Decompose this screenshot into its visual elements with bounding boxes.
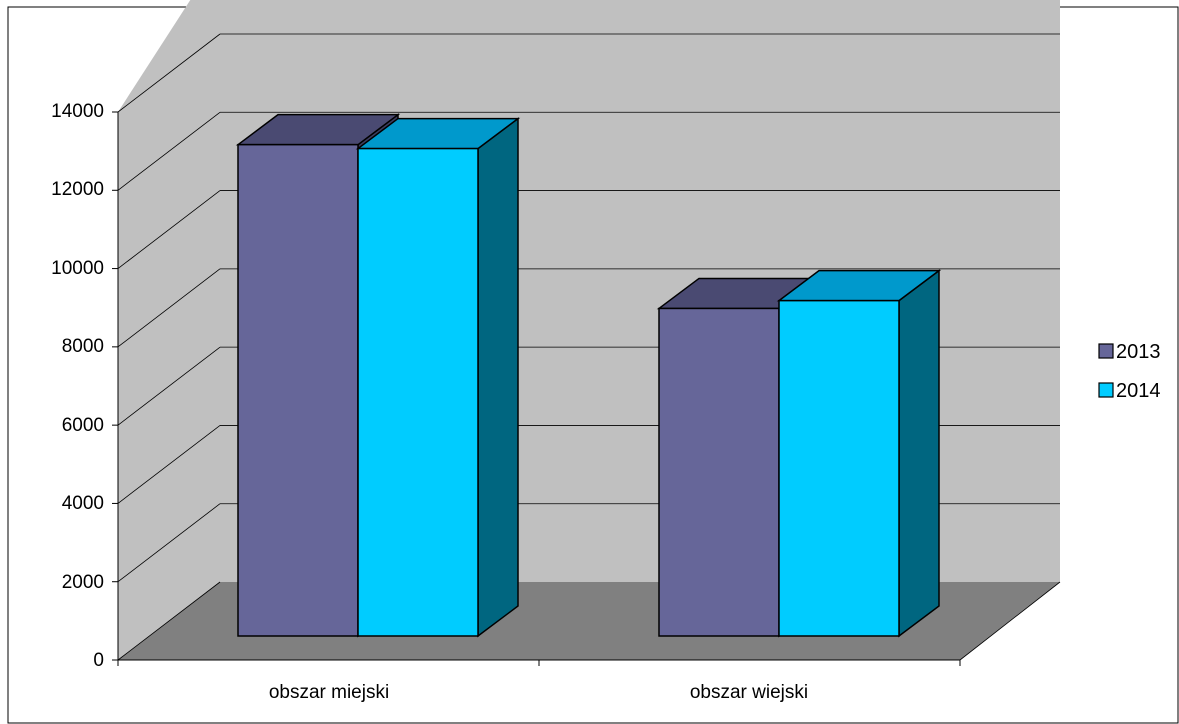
x-category-label: obszar miejski: [269, 682, 389, 703]
side-gridline: [117, 346, 221, 426]
y-tick-label: 0: [93, 650, 104, 671]
bar-side: [477, 117, 519, 638]
y-tick-label: 14000: [51, 101, 104, 122]
bar-2014-0: [355, 117, 521, 638]
legend: 2013 2014: [1098, 341, 1161, 402]
side-gridline: [117, 111, 221, 191]
y-tick-label: 8000: [62, 336, 104, 357]
floor-edge: [959, 581, 1061, 661]
side-gridline: [117, 581, 221, 661]
bar-front: [778, 299, 900, 637]
y-tick-label: 2000: [62, 572, 104, 593]
bar-front: [357, 147, 479, 637]
y-tick-label: 4000: [62, 493, 104, 514]
side-gridline: [117, 425, 221, 504]
x-category-label: obszar wiejski: [690, 682, 808, 703]
side-wall: [118, 0, 220, 660]
bar-2014-1: [776, 269, 942, 638]
legend-swatch-2013: [1098, 343, 1114, 359]
y-tick-label: 10000: [51, 258, 104, 279]
bar-side: [898, 269, 940, 638]
y-tick-label: 12000: [51, 179, 104, 200]
legend-swatch-2014: [1098, 382, 1114, 398]
side-gridline: [117, 33, 221, 113]
bar-front: [658, 307, 780, 637]
y-tick-label: 6000: [62, 415, 104, 436]
legend-label-2014: 2014: [1116, 380, 1161, 402]
legend-label-2013: 2013: [1116, 341, 1161, 363]
bar-front: [237, 143, 359, 637]
side-gridline: [117, 503, 221, 583]
side-gridline: [117, 268, 221, 348]
side-gridline: [117, 190, 221, 269]
